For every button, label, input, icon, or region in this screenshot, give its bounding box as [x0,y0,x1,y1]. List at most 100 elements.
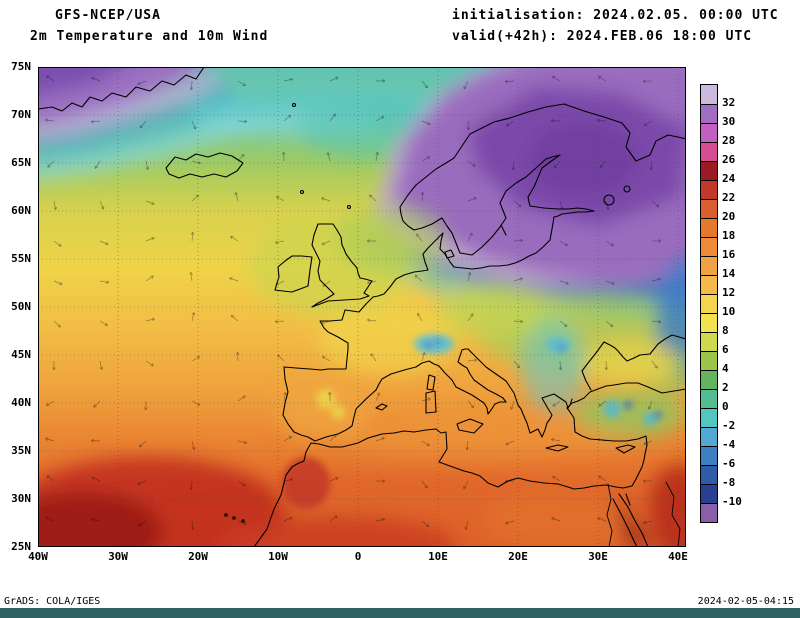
colorbar-label: 2 [722,381,729,394]
wind-vector [421,120,431,126]
wind-vector [467,358,478,362]
wind-vector [99,360,104,371]
wind-vector [99,280,110,284]
wind-vector [237,119,248,124]
wind-vector [145,200,155,205]
lat-tick-label: 35N [11,444,31,457]
wind-vector [45,400,55,407]
product-title: 2m Temperature and 10m Wind [30,29,269,44]
wind-vector [45,437,55,442]
wind-vector [651,200,660,208]
wind-vector [45,516,55,522]
wind-vector [597,75,607,82]
wind-vector [274,240,285,245]
colorbar-label: 0 [722,400,729,413]
colorbar-label: -6 [722,457,736,470]
lat-tick-label: 50N [11,300,31,313]
coast-sardinia [425,390,437,414]
coast-west-europe-scandinavia [282,103,686,442]
colorbar [700,84,718,523]
wind-vector [370,353,377,362]
wind-vector [275,280,285,286]
lon-tick-label: 10W [268,550,288,563]
wind-vector [598,400,607,407]
colorbar-segment [701,427,717,446]
wind-vector [52,360,56,371]
wind-vector [53,280,63,286]
wind-vector [90,438,101,443]
colorbar-label: 32 [722,96,736,109]
wind-vector [558,360,563,371]
wind-vector [189,480,193,491]
lat-tick-label: 60N [11,204,31,217]
lon-tick-label: 20W [188,550,208,563]
wind-vector [99,320,109,326]
wind-vector [552,475,561,482]
wind-vector [463,80,469,90]
colorbar-label: 30 [722,115,736,128]
wind-vector [421,156,431,162]
wind-vector [145,360,154,367]
coast-mediterranean-north [314,348,573,442]
wind-vector [513,319,524,324]
coast-red-sea [612,493,649,547]
wind-vector [648,400,653,410]
wind-vector [642,479,652,483]
island-canary-1 [232,516,236,520]
colorbar-segment [701,199,717,218]
wind-vector [649,160,653,171]
wind-vector [46,75,55,82]
wind-vector [467,197,477,202]
lake-onega [623,185,631,193]
wind-vector [138,520,147,527]
colorbar-segment [701,256,717,275]
wind-vector [189,271,193,282]
wind-vector [91,76,101,82]
init-time-label: initialisation: 2024.02.05. 00:00 UTC [452,8,779,23]
colorbar-segment [701,142,717,161]
wind-vector [53,200,58,211]
wind-vector [145,275,154,282]
wind-vector [329,434,337,442]
wind-vector [237,153,245,162]
wind-vector [91,476,101,482]
wind-vector [551,76,561,82]
wind-vector [230,314,239,322]
colorbar-label: 26 [722,153,736,166]
wind-vector [466,120,470,131]
wind-vector [191,520,195,531]
wind-vector [329,76,339,82]
wind-vector [137,480,147,485]
wind-vector [145,160,150,171]
wind-vector [513,360,520,369]
lon-tick-label: 40W [28,550,48,563]
lon-axis: 40W 30W 20W 10W 0 10E 20E 30E 40E [28,550,688,566]
wind-vector [651,360,658,369]
colorbar-segment [701,85,717,104]
colorbar-label: -10 [722,495,742,508]
island-jan-mayen [291,102,297,108]
wind-vector [375,151,379,162]
wind-vector [189,80,194,91]
wind-vector [237,520,247,525]
lon-tick-label: 40E [668,550,688,563]
wind-vector [421,440,430,447]
wind-vector [513,238,524,243]
wind-vector [145,236,155,242]
wind-vector [139,120,147,129]
wind-vector [420,191,425,202]
wind-vector [605,240,614,247]
wind-vector [552,400,561,407]
wind-vector [467,160,476,167]
wind-vector [463,480,469,490]
wind-vector [191,400,201,406]
coastlines [38,67,686,547]
wind-vector [191,311,196,322]
colorbar-label: 20 [722,210,736,223]
colorbar-label: 16 [722,248,736,261]
wind-vector [421,397,431,402]
wind-vector [190,231,195,242]
wind-vector [191,194,200,202]
wind-vector [321,240,331,246]
wind-vector [322,280,331,287]
